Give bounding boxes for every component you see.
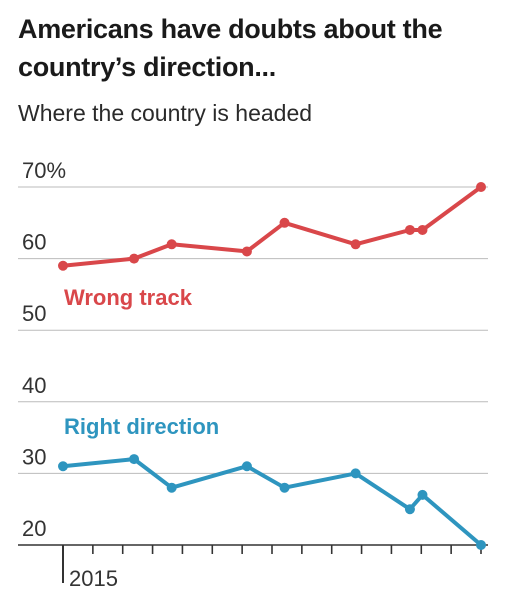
data-point bbox=[417, 224, 428, 235]
data-point bbox=[350, 468, 361, 479]
data-point bbox=[129, 253, 140, 264]
data-point bbox=[58, 260, 68, 271]
x-axis: 2015 bbox=[62, 545, 482, 591]
data-point bbox=[404, 224, 415, 235]
data-point bbox=[404, 504, 415, 515]
series-lines bbox=[61, 185, 483, 547]
data-point bbox=[129, 454, 140, 465]
data-point bbox=[476, 540, 486, 550]
data-point bbox=[417, 489, 428, 500]
y-tick-label-20: 20 bbox=[22, 516, 46, 541]
data-point bbox=[350, 239, 361, 250]
data-point bbox=[241, 461, 252, 472]
series-label-wrong-track: Wrong track bbox=[64, 285, 193, 310]
data-point bbox=[166, 482, 177, 493]
data-point bbox=[166, 239, 177, 250]
y-tick-label-60: 60 bbox=[22, 230, 46, 255]
chart-subtitle: Where the country is headed bbox=[18, 100, 313, 126]
series-line-right-direction bbox=[61, 457, 483, 547]
data-point bbox=[476, 182, 486, 192]
chart-title: Americans have doubts about the country’… bbox=[18, 14, 443, 82]
y-tick-label-40: 40 bbox=[22, 373, 46, 398]
data-point bbox=[279, 217, 290, 228]
x-tick-label-2015: 2015 bbox=[69, 566, 118, 591]
series-label-right-direction: Right direction bbox=[64, 414, 219, 439]
series-points bbox=[58, 182, 486, 550]
data-point bbox=[58, 461, 68, 472]
y-tick-label-30: 30 bbox=[22, 444, 46, 469]
series-line-wrong-track bbox=[61, 185, 483, 268]
data-point bbox=[279, 482, 290, 493]
y-tick-label-50: 50 bbox=[22, 301, 46, 326]
gridlines bbox=[18, 186, 488, 546]
data-point bbox=[241, 246, 252, 257]
y-axis-labels: 70% 60 50 40 30 20 bbox=[22, 158, 66, 541]
y-tick-label-70: 70% bbox=[22, 158, 66, 183]
